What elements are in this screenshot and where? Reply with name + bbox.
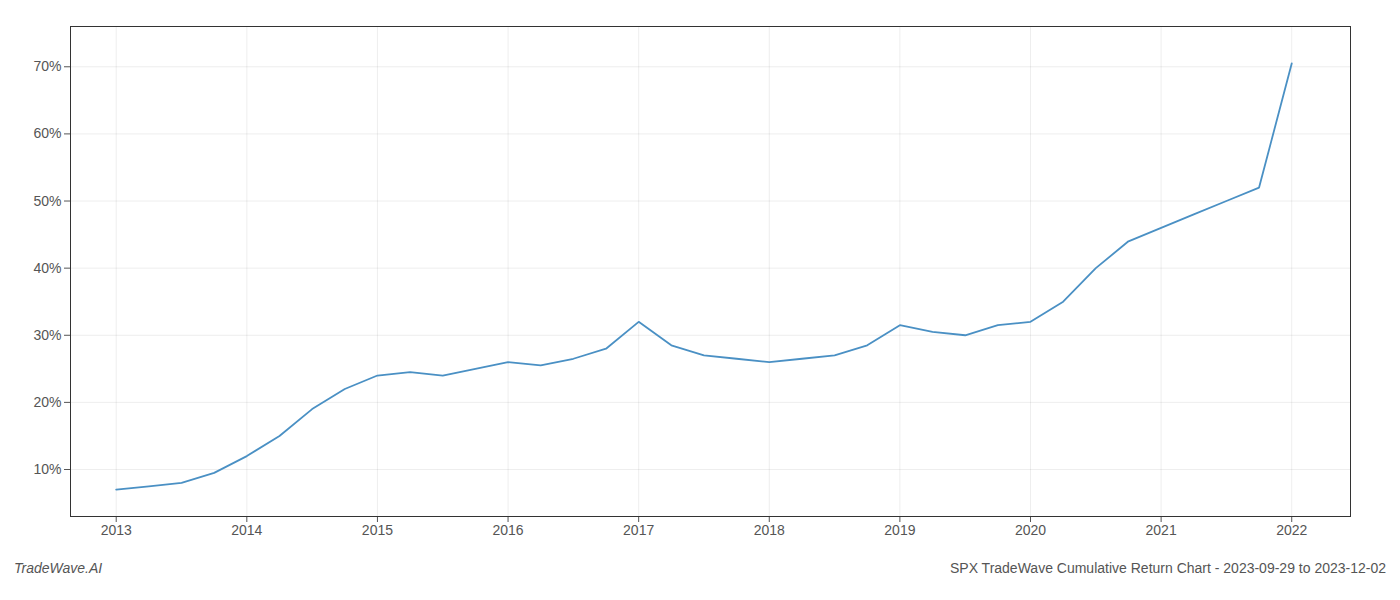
svg-text:2017: 2017: [623, 522, 654, 538]
svg-text:2013: 2013: [101, 522, 132, 538]
svg-text:10%: 10%: [33, 461, 61, 477]
svg-text:2014: 2014: [231, 522, 262, 538]
svg-text:2021: 2021: [1146, 522, 1177, 538]
svg-text:2016: 2016: [492, 522, 523, 538]
svg-text:60%: 60%: [33, 125, 61, 141]
svg-text:30%: 30%: [33, 327, 61, 343]
svg-text:2022: 2022: [1276, 522, 1307, 538]
svg-text:70%: 70%: [33, 58, 61, 74]
svg-text:20%: 20%: [33, 394, 61, 410]
html-text:TradeWave.AI: TradeWave.AI: [14, 560, 103, 576]
svg-text:40%: 40%: [33, 260, 61, 276]
svg-text:50%: 50%: [33, 193, 61, 209]
svg-text:2020: 2020: [1015, 522, 1046, 538]
svg-text:2018: 2018: [754, 522, 785, 538]
svg-text:2015: 2015: [362, 522, 393, 538]
svg-text:2019: 2019: [884, 522, 915, 538]
html-text:SPX TradeWave Cumulative Retur: SPX TradeWave Cumulative Return Chart - …: [950, 560, 1386, 576]
